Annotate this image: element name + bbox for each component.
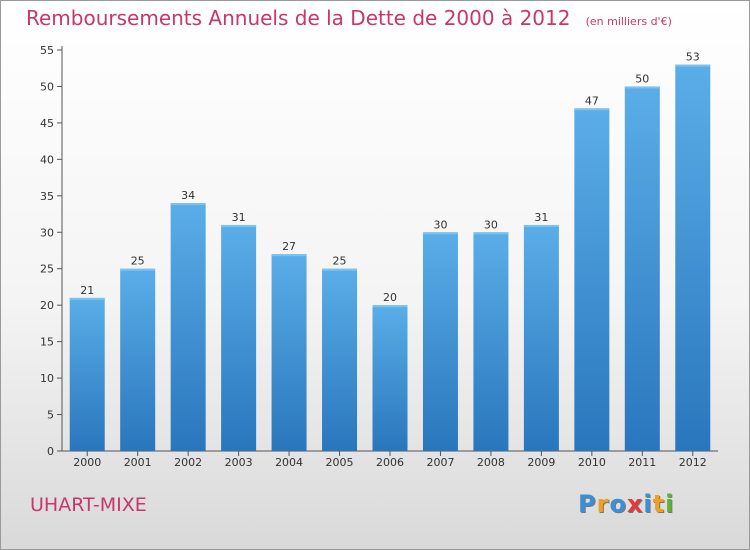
bar-value-label-2012: 53 [686,51,700,64]
bar-2003 [221,224,257,451]
y-tick-label: 45 [40,117,54,130]
logo-letter: t [652,490,666,518]
bar-value-label-2009: 31 [534,211,548,224]
logo-letter: i [643,490,653,518]
bar-2002 [170,203,206,451]
chart-labels: 2000 21 2001 25 2002 34 2003 31 2004 27 2005 25 2006… [73,51,707,469]
x-tick-label-2003: 2003 [225,456,253,469]
x-tick-label-2011: 2011 [628,456,656,469]
bar-top-2005 [322,268,358,271]
bar-2000 [69,297,105,451]
bar-2009 [523,224,559,451]
x-tick-label-2001: 2001 [124,456,152,469]
chart-title-wrap: Remboursements Annuels de la Dette de 20… [26,6,672,30]
bar-top-2004 [271,254,307,257]
x-tick-label-2012: 2012 [679,456,707,469]
bar-top-2002 [170,203,206,206]
bar-top-2011 [624,86,660,89]
bar-top-2000 [69,297,105,300]
bar-top-2003 [221,224,257,227]
bar-value-label-2003: 31 [232,211,246,224]
bar-value-label-2008: 30 [484,218,498,231]
bar-top-2001 [120,268,156,271]
x-tick-label-2000: 2000 [73,456,101,469]
proxiti-logo: Proxiti [578,490,674,518]
x-tick-label-2009: 2009 [527,456,555,469]
bar-top-2009 [523,224,559,227]
location-name: UHART-MIXE [30,494,147,516]
bar-2006 [372,305,408,451]
bar-2007 [422,232,458,451]
y-tick-label: 55 [40,44,54,57]
y-tick-label: 20 [40,299,54,312]
y-tick-label: 25 [40,263,54,276]
y-tick-label: 15 [40,336,54,349]
bar-2004 [271,254,307,451]
logo-letter: P [578,490,597,518]
bar-top-2012 [675,64,711,67]
bar-top-2010 [574,108,610,111]
y-tick-label: 30 [40,226,54,239]
y-tick-label: 5 [47,409,54,422]
bar-2001 [120,268,156,451]
chart-bars [69,64,711,452]
y-tick-label: 35 [40,190,54,203]
bar-top-2008 [473,232,509,235]
bar-value-label-2007: 30 [433,218,447,231]
bar-value-label-2004: 27 [282,240,296,253]
chart-subtitle: (en milliers d'€) [585,15,672,28]
bar-value-label-2005: 25 [333,255,347,268]
bar-value-label-2010: 47 [585,94,599,107]
y-tick-label: 40 [40,153,54,166]
x-tick-label-2005: 2005 [326,456,354,469]
bar-value-label-2002: 34 [181,189,195,202]
bar-2005 [322,268,358,451]
logo-letter: x [626,490,644,518]
bar-top-2006 [372,305,408,308]
bar-top-2007 [422,232,458,235]
y-tick-label: 10 [40,372,54,385]
chart-title: Remboursements Annuels de la Dette de 20… [26,6,571,30]
x-tick-label-2002: 2002 [174,456,202,469]
y-tick-label: 0 [47,445,54,458]
bar-2008 [473,232,509,451]
logo-letter: o [609,490,627,518]
x-tick-label-2004: 2004 [275,456,303,469]
bar-value-label-2011: 50 [635,72,649,85]
bar-value-label-2000: 21 [80,284,94,297]
x-tick-label-2010: 2010 [578,456,606,469]
x-tick-label-2006: 2006 [376,456,404,469]
x-tick-label-2007: 2007 [426,456,454,469]
bar-2010 [574,108,610,451]
y-tick-label: 50 [40,80,54,93]
bar-2011 [624,86,660,452]
bar-value-label-2006: 20 [383,291,397,304]
logo-letter: i [665,490,675,518]
logo-letter: r [596,490,610,518]
x-tick-label-2008: 2008 [477,456,505,469]
bar-2012 [675,64,711,451]
bar-value-label-2001: 25 [131,255,145,268]
